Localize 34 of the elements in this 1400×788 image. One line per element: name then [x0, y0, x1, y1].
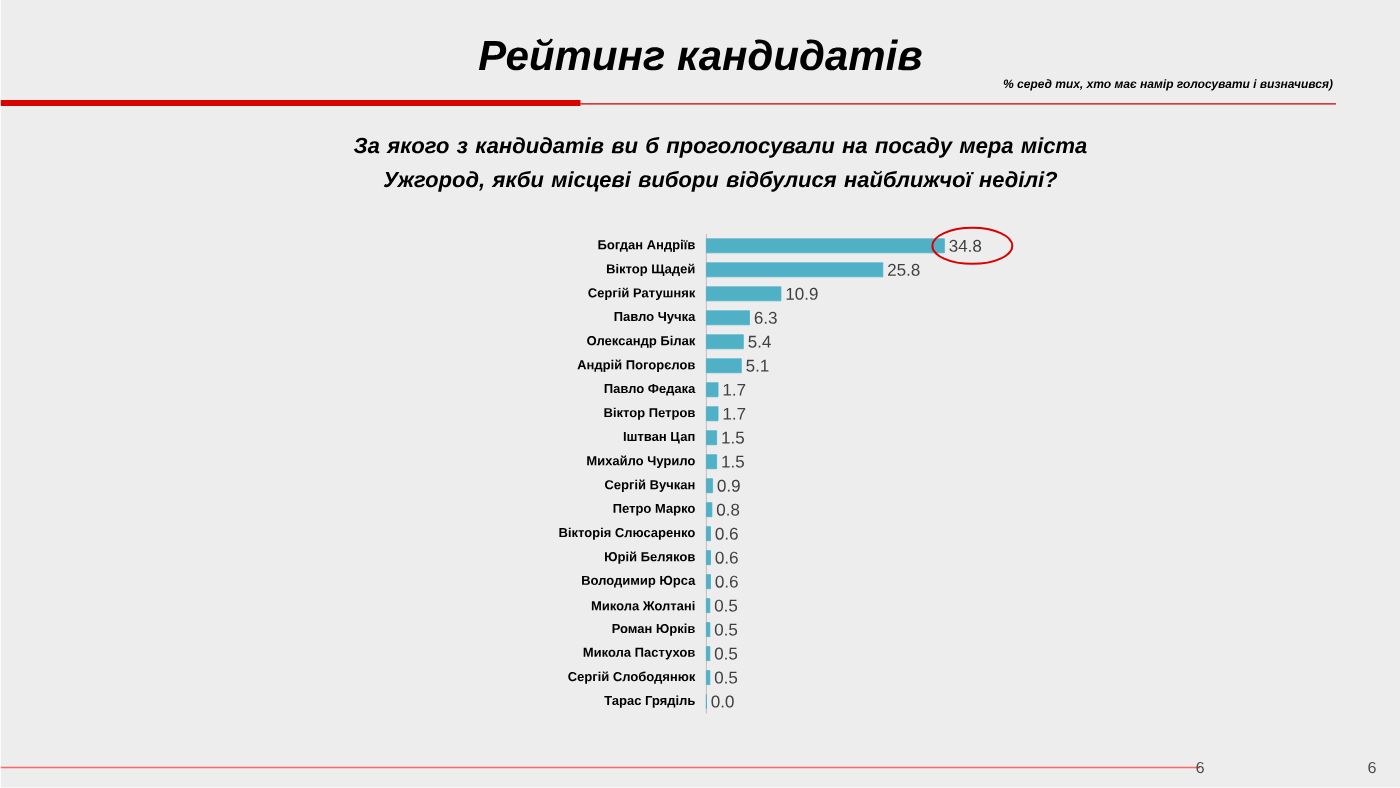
data-label: 0.5 — [714, 647, 738, 660]
data-label: 34.8 — [949, 240, 982, 253]
data-label: 0.0 — [711, 695, 734, 708]
data-label: 25.8 — [888, 264, 920, 277]
data-label: 10.9 — [786, 288, 818, 301]
text: За якого з кандидатів ви б проголосували на посаду мера міста Ужгород, якби місцеві вибори відбулися найближчої неділі? — [353, 137, 1087, 192]
data-label: 0.6 — [715, 551, 738, 564]
bar — [706, 430, 718, 446]
bar — [706, 334, 744, 350]
data-label: 0.9 — [717, 479, 740, 492]
data-label: 0.6 — [715, 527, 738, 540]
bar — [706, 406, 719, 422]
data-label: 6.3 — [754, 312, 777, 325]
data-label: 0.5 — [714, 623, 738, 636]
data-label: 0.8 — [716, 503, 740, 516]
data-label: 1.7 — [723, 384, 746, 396]
data-label: 5.1 — [746, 360, 769, 372]
bar — [706, 478, 713, 494]
data-label: 0.5 — [714, 671, 738, 684]
bar — [706, 382, 719, 398]
bar — [706, 454, 718, 470]
data-label: 0.5 — [714, 599, 738, 612]
data-label: 1.5 — [722, 456, 744, 468]
bar — [706, 502, 713, 518]
bar — [706, 310, 750, 326]
bar — [706, 286, 782, 302]
bar — [706, 358, 742, 374]
data-label: 1.5 — [722, 432, 744, 444]
data-label: 1.7 — [723, 408, 746, 420]
bar — [706, 262, 884, 278]
bar — [706, 238, 945, 254]
chart-title: Рейтинг кандидатів — [478, 38, 922, 71]
data-label: 5.4 — [748, 336, 771, 348]
data-label: 0.6 — [715, 575, 738, 588]
